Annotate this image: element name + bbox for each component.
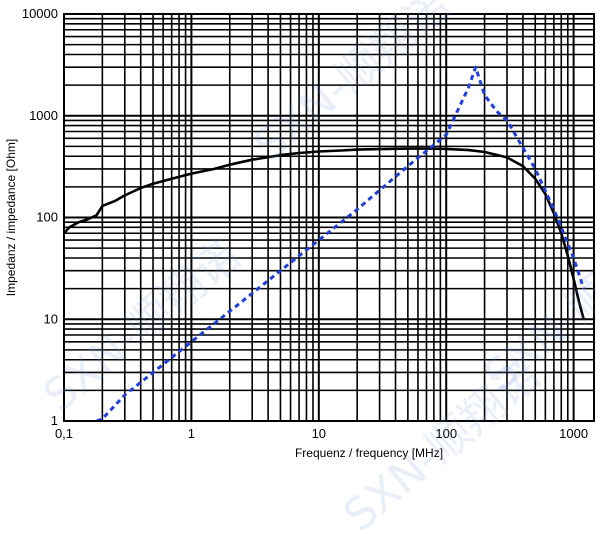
- x-tick-label: 1000: [559, 426, 588, 441]
- grid: [63, 14, 594, 422]
- x-tick-labels: 0,1 1 10 100 1000: [55, 426, 588, 441]
- series-layer: [64, 65, 586, 421]
- plot-frame: [63, 13, 595, 422]
- x-tick-label: 100: [435, 426, 457, 441]
- x-tick-label: 1: [188, 426, 195, 441]
- y-tick-label: 100: [36, 210, 58, 225]
- y-tick-label: 10000: [22, 6, 58, 21]
- y-axis-label: Impedanz / impedance [Ohm]: [4, 139, 18, 296]
- y-tick-label: 1: [51, 413, 58, 428]
- y-tick-label: 1000: [29, 108, 58, 123]
- x-tick-label: 10: [312, 426, 326, 441]
- x-axis-label: Frequenz / frequency [MHz]: [295, 446, 443, 460]
- series-line-dotted: [95, 65, 586, 421]
- x-tick-label: 0,1: [55, 426, 73, 441]
- y-tick-labels: 1 10 100 1000 10000: [22, 6, 58, 428]
- y-tick-label: 10: [44, 311, 58, 326]
